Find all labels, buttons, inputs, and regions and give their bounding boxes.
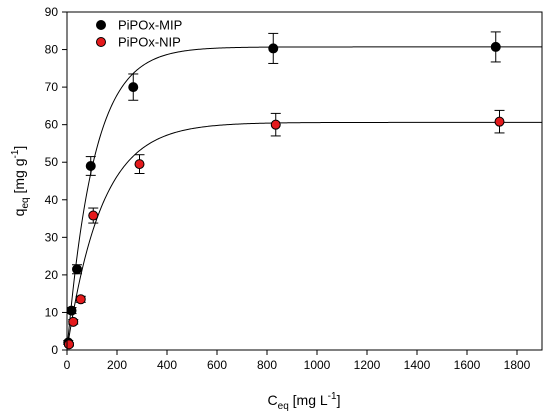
- x-tick-label: 1800: [504, 358, 531, 372]
- data-point-nip: [64, 339, 74, 350]
- y-tick-label: 0: [51, 343, 58, 357]
- data-point-mip: [490, 41, 501, 52]
- x-tick-label: 600: [207, 358, 227, 372]
- legend: PiPOx-MIP PiPOx-NIP: [96, 18, 182, 50]
- legend-label: PiPOx-MIP: [118, 18, 182, 33]
- data-point-mip: [268, 43, 279, 54]
- fit-curve-mip: [66, 46, 542, 351]
- y-tick-label: 70: [45, 80, 59, 94]
- fit-curves: [66, 46, 542, 351]
- y-tick-label: 20: [45, 268, 59, 282]
- y-tick-label: 40: [45, 193, 59, 207]
- error-bars: [63, 31, 505, 347]
- x-tick-label: 1000: [304, 358, 331, 372]
- x-tick-label: 400: [157, 358, 177, 372]
- y-axis-title: qeq [mg g-1]: [10, 146, 31, 217]
- data-point-nip: [75, 294, 86, 305]
- x-tick-label: 200: [107, 358, 127, 372]
- x-tick-label: 1400: [404, 358, 431, 372]
- data-points: [63, 41, 505, 350]
- data-point-mip: [128, 82, 139, 93]
- data-point-nip: [494, 116, 505, 127]
- x-axis-ticks: 0 200 400 600 800 1000 1200 1400 1600 1800: [64, 350, 531, 372]
- data-point-mip: [66, 305, 77, 316]
- legend-item: PiPOx-MIP: [96, 18, 182, 33]
- data-point-mip: [85, 160, 96, 171]
- legend-marker: [96, 37, 106, 47]
- y-tick-label: 50: [45, 155, 59, 169]
- data-point-mip: [72, 264, 82, 275]
- x-tick-label: 800: [257, 358, 277, 372]
- x-tick-label: 1600: [454, 358, 481, 372]
- y-tick-label: 30: [45, 230, 59, 244]
- legend-item: PiPOx-NIP: [96, 35, 181, 50]
- x-axis-title: Ceq [mg L-1]: [268, 391, 341, 412]
- legend-marker: [96, 20, 106, 30]
- y-tick-label: 90: [45, 5, 59, 19]
- y-tick-label: 10: [45, 305, 59, 319]
- data-point-nip: [134, 159, 145, 170]
- plot-frame: [66, 11, 543, 351]
- data-point-nip: [270, 119, 281, 130]
- y-tick-label: 60: [45, 118, 59, 132]
- y-axis-ticks: 0 10 20 30 40 50 60 70 80 90: [45, 5, 67, 357]
- fit-curve-nip: [66, 121, 542, 351]
- legend-label: PiPOx-NIP: [118, 35, 181, 50]
- data-point-nip: [88, 210, 99, 221]
- y-tick-label: 80: [45, 43, 59, 57]
- x-tick-label: 0: [64, 358, 71, 372]
- data-point-nip: [68, 316, 79, 327]
- x-tick-label: 1200: [354, 358, 381, 372]
